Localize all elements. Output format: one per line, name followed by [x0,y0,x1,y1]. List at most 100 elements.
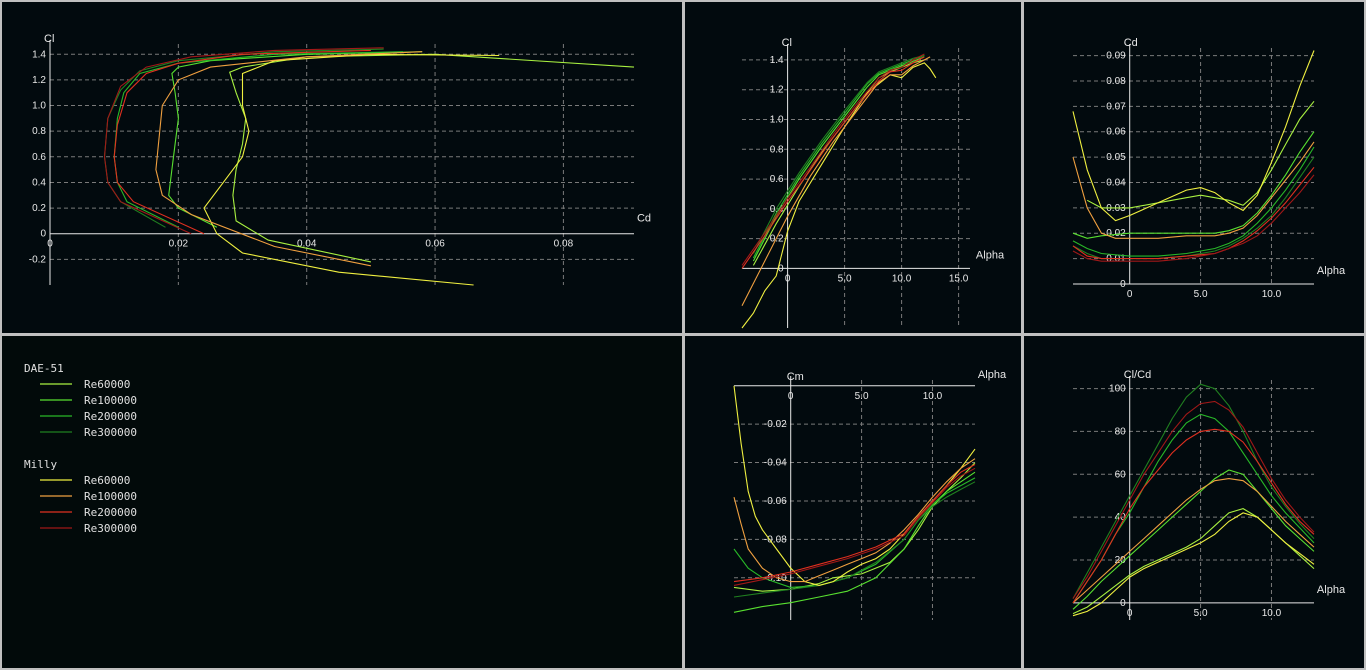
series-line-5 [1072,50,1315,222]
y-tick-label: 0.2 [770,234,784,245]
y-tick-label: 0.05 [1106,152,1126,163]
legend-group-title: Milly [24,458,57,471]
cm-alpha-chart: 0 5.0 10.0 -0.10 -0.08 -0.06 -0.04 -0.02 Cm Alpha [733,369,1007,620]
series-line-2 [1072,469,1315,610]
series-line-5 [741,62,937,329]
series-line-8 [103,47,384,235]
series-line-8 [741,53,925,266]
y-axis-label: Cl/Cd [1124,369,1152,381]
polar-chart: 0 0.02 0.04 0.06 0.08-0.200.20.40.60.81.01.2… [29,33,651,286]
series-line-4 [103,48,384,228]
legend-entry-label: Re200000 [84,506,137,519]
series-line-7 [733,464,976,583]
y-tick-label: -0.10 [764,573,787,584]
series-line-6 [741,56,931,306]
series-line-6 [1072,141,1315,239]
series-line-2 [733,471,976,613]
y-tick-label: 0.8 [770,144,784,155]
series-line-1 [1086,100,1315,209]
y-tick-label: 60 [1115,469,1127,480]
series-line-2 [168,51,423,228]
x-tick-label: 10.0 [892,273,912,284]
y-axis-label: Cm [787,371,804,383]
x-tick-label: 10.0 [1262,608,1282,619]
series-line-3 [113,51,404,228]
x-tick-label: 15.0 [949,273,969,284]
x-tick-label: 0 [1127,289,1133,300]
legend-group-title: DAE-51 [24,362,64,375]
cd-alpha-chart-panel: 0 5.0 10.0 0 0.01 0.02 0.03 0.04 0.05 0.06 0.07 0.0… [1024,2,1364,333]
x-tick-label: 0 [47,239,53,250]
y-tick-label: -0.06 [764,496,787,507]
y-tick-label: -0.08 [764,534,787,545]
legend-entry-label: Re60000 [84,378,130,391]
y-tick-label: 0.4 [32,177,46,188]
x-tick-label: 5.0 [855,391,869,402]
polar-chart-panel: 0 0.02 0.04 0.06 0.08 -0.2 0 0.2 0.4 0.6 0.8 1.0 1.2… [2,2,682,333]
y-tick-label: 0 [778,263,784,274]
y-axis-label: Cd [1124,37,1138,49]
x-tick-label: 0.08 [554,239,574,250]
x-tick-label: 0.04 [297,239,317,250]
legend-panel: DAE-51 Re60000 Re100000 Re200000 Re300000 Mil… [2,336,682,668]
x-axis-label: Alpha [1317,584,1346,596]
y-tick-label: 1.2 [770,85,784,96]
y-tick-label: 0.6 [770,174,784,185]
x-axis-label: Alpha [1317,265,1346,277]
series-line-8 [1072,174,1315,262]
y-tick-label: 0.06 [1106,127,1126,138]
cl-alpha-chart: 0 5.0 10.0 15.0 0 0.2 0.4 0.6 0.8 1.0 1.2 1.4 Cl Alph… [741,37,1005,329]
clcd-alpha-chart-panel: 0 5.0 10.0 0 20 40 60 80 100 Cl/Cd Alpha [1024,336,1364,668]
y-tick-label: 1.4 [770,55,784,66]
legend-entry-label: Re200000 [84,410,137,423]
series-line-4 [1072,383,1315,599]
legend-entry-label: Re100000 [84,490,137,503]
x-axis-label: Alpha [976,249,1005,261]
series-line-1 [1072,508,1315,615]
y-tick-label: 0.4 [770,204,784,215]
y-tick-label: -0.2 [29,254,47,265]
series-line-7 [741,56,925,269]
legend-entry-label: Re100000 [84,394,137,407]
x-tick-label: 0.06 [425,239,445,250]
legend-entry-label: Re300000 [84,522,137,535]
series-line-8 [733,467,976,586]
x-tick-label: 10.0 [923,391,943,402]
series-line-4 [752,54,925,254]
x-tick-label: 0 [785,273,791,284]
y-tick-label: -0.02 [764,419,787,430]
y-tick-label: 0.2 [32,203,46,214]
y-tick-label: 0.09 [1106,51,1126,62]
y-tick-label: 0.08 [1106,76,1126,87]
x-tick-label: 0 [788,391,794,402]
y-tick-label: 1.0 [770,114,784,125]
y-tick-label: 1.4 [32,49,46,60]
series-line-7 [1072,428,1315,604]
x-tick-label: 0 [1127,608,1133,619]
x-tick-label: 0.02 [169,239,189,250]
y-tick-label: 0.07 [1106,101,1126,112]
cl-alpha-chart-panel: 0 5.0 10.0 15.0 0 0.2 0.4 0.6 0.8 1.0 1.2 1.4 Cl Alph… [685,2,1021,333]
y-tick-label: 80 [1115,426,1127,437]
series-line-8 [1072,400,1315,599]
series-line-5 [203,53,500,286]
y-tick-label: 0.6 [32,152,46,163]
series-line-3 [1072,146,1315,257]
series-line-6 [1072,478,1315,604]
series-line-4 [733,481,976,598]
x-axis-label: Cd [637,213,651,225]
y-tick-label: 0 [1120,279,1126,290]
cd-alpha-chart: 0 5.0 10.000.010.020.030.040.050.060.070.0… [1072,37,1346,300]
y-tick-label: 1.0 [32,101,46,112]
x-axis-label: Alpha [978,369,1007,381]
x-tick-label: 10.0 [1262,289,1282,300]
legend: DAE-51 Re60000 Re100000 Re200000 Re300000 Mil… [24,362,137,535]
cm-alpha-chart-panel: 0 5.0 10.0 -0.10 -0.08 -0.06 -0.04 -0.02 Cm Alpha [685,336,1021,668]
series-line-5 [733,385,976,586]
y-tick-label: 0 [40,229,46,240]
x-tick-label: 5.0 [1194,289,1208,300]
y-axis-label: Cl [44,33,54,45]
legend-entry-label: Re60000 [84,474,130,487]
y-tick-label: 100 [1109,384,1126,395]
